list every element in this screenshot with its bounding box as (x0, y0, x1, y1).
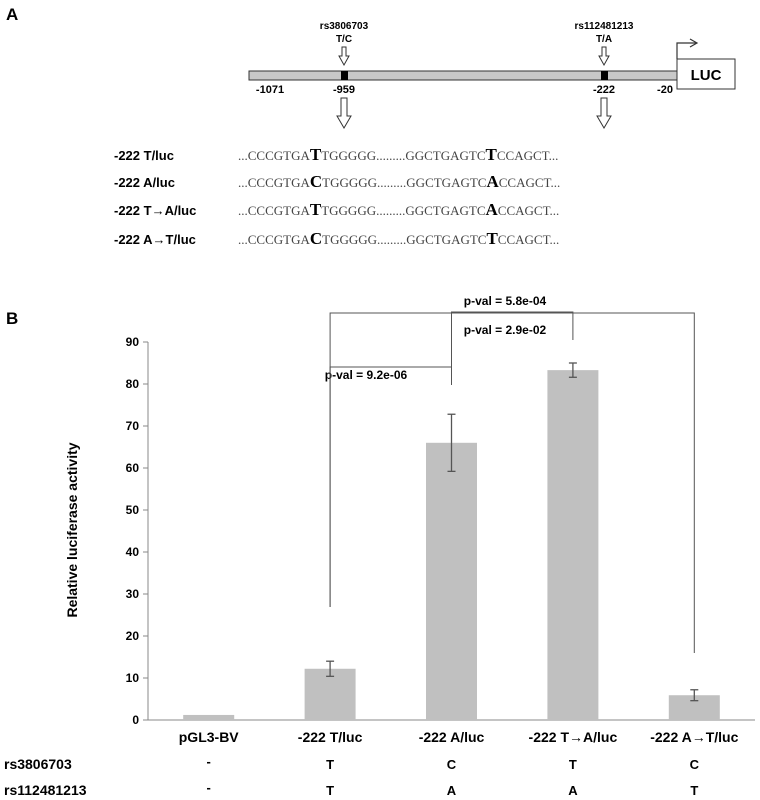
genotype-value: A (568, 783, 578, 798)
construct-sequence: ...CCCGTGACTGGGGG.........GGCTGAGTCTCCAG… (238, 229, 559, 248)
genotype-value: - (207, 754, 211, 769)
y-tick-label: 70 (126, 419, 140, 433)
start-position-label: -1071 (256, 84, 284, 96)
p-value-label: p-val = 5.8e-04 (464, 294, 547, 308)
construct-sequence: ...CCCGTGATTGGGGG.........GGCTGAGTCTCCAG… (238, 145, 558, 164)
panel-b: B Relative luciferase activity 0 10 20 30 40… (4, 294, 755, 798)
snp1-down-arrow-icon (338, 46, 350, 67)
y-tick-label: 20 (126, 629, 140, 643)
construct-sequence: ...CCCGTGATTGGGGG.........GGCTGAGTCACCAG… (238, 200, 559, 219)
transcription-start-arrow (676, 42, 696, 59)
x-tick-label: -222 A/luc (419, 729, 485, 745)
bar (183, 714, 235, 720)
construct-name: -222 T/luc (114, 148, 174, 163)
genotype-value: - (207, 780, 211, 795)
genotype-value: T (326, 757, 334, 772)
luc-label: LUC (691, 67, 722, 84)
snp2-down-arrow-icon (598, 46, 610, 67)
genotype-value: C (447, 757, 457, 772)
snp2-alleles-label: T/A (596, 34, 612, 45)
y-tick-label: 50 (126, 503, 140, 517)
snp1-sequence-arrow-icon (336, 97, 352, 129)
panel-a-label: A (6, 5, 18, 24)
snp1-id-label: rs3806703 (320, 21, 369, 32)
panel-a: A LUC rs3806703 T/C rs112481213 T/A -107… (6, 5, 736, 248)
snp1-position-label: -959 (333, 84, 355, 96)
genotype-value: C (690, 757, 700, 772)
significance-bracket (329, 312, 695, 653)
construct-row: -222 T→A/luc ...CCCGTGATTGGGGG.........G… (114, 200, 559, 219)
bar (547, 370, 599, 720)
luc-box (676, 58, 736, 90)
construct-name: -222 A→T/luc (114, 232, 196, 247)
p-value-label: p-val = 2.9e-02 (464, 323, 547, 337)
construct-row: -222 A/luc ...CCCGTGACTGGGGG.........GGC… (114, 172, 560, 191)
snp2-position-label: -222 (593, 84, 615, 96)
x-tick-label: -222 T/luc (298, 729, 363, 745)
construct-name: -222 T→A/luc (114, 203, 196, 218)
y-axis-title: Relative luciferase activity (64, 442, 80, 617)
bar-chart: 0 10 20 30 40 50 60 70 80 90 pGL3-BV -222 T/luc -222… (4, 294, 755, 798)
y-tick-label: 10 (126, 671, 140, 685)
significance-bracket (451, 311, 574, 385)
construct-sequence: ...CCCGTGACTGGGGG.........GGCTGAGTCACCAG… (238, 172, 560, 191)
snp2-id-label: rs112481213 (575, 21, 634, 32)
snp1-alleles-label: T/C (336, 34, 352, 45)
snp1-marker (341, 71, 348, 80)
transcription-start-arrowhead (689, 38, 699, 48)
y-tick-label: 40 (126, 545, 140, 559)
bar (426, 442, 477, 720)
snp2-sequence-arrow-icon (596, 97, 612, 129)
y-tick-label: 0 (132, 713, 139, 727)
bar (304, 668, 356, 720)
y-tick-label: 90 (126, 335, 140, 349)
genotype-row-label: rs3806703 (4, 756, 72, 772)
genotype-row-label: rs112481213 (4, 782, 87, 798)
genotype-value: T (326, 783, 334, 798)
p-value-label: p-val = 9.2e-06 (325, 368, 408, 382)
y-tick-label: 60 (126, 461, 140, 475)
genotype-value: T (690, 783, 698, 798)
snp2-marker (601, 71, 608, 80)
construct-name: -222 A/luc (114, 175, 175, 190)
y-tick-label: 80 (126, 377, 140, 391)
construct-row: -222 T/luc ...CCCGTGATTGGGGG.........GGC… (114, 145, 558, 164)
x-tick-label: pGL3-BV (179, 729, 240, 745)
genotype-value: A (447, 783, 457, 798)
promoter-bar (248, 70, 680, 81)
end-position-label: -20 (657, 84, 673, 96)
x-tick-label: -222 A→T/luc (650, 729, 738, 745)
y-tick-label: 30 (126, 587, 140, 601)
genotype-value: T (569, 757, 577, 772)
construct-row: -222 A→T/luc ...CCCGTGACTGGGGG.........G… (114, 229, 559, 248)
x-tick-label: -222 T→A/luc (529, 729, 618, 745)
panel-b-label: B (6, 309, 18, 328)
